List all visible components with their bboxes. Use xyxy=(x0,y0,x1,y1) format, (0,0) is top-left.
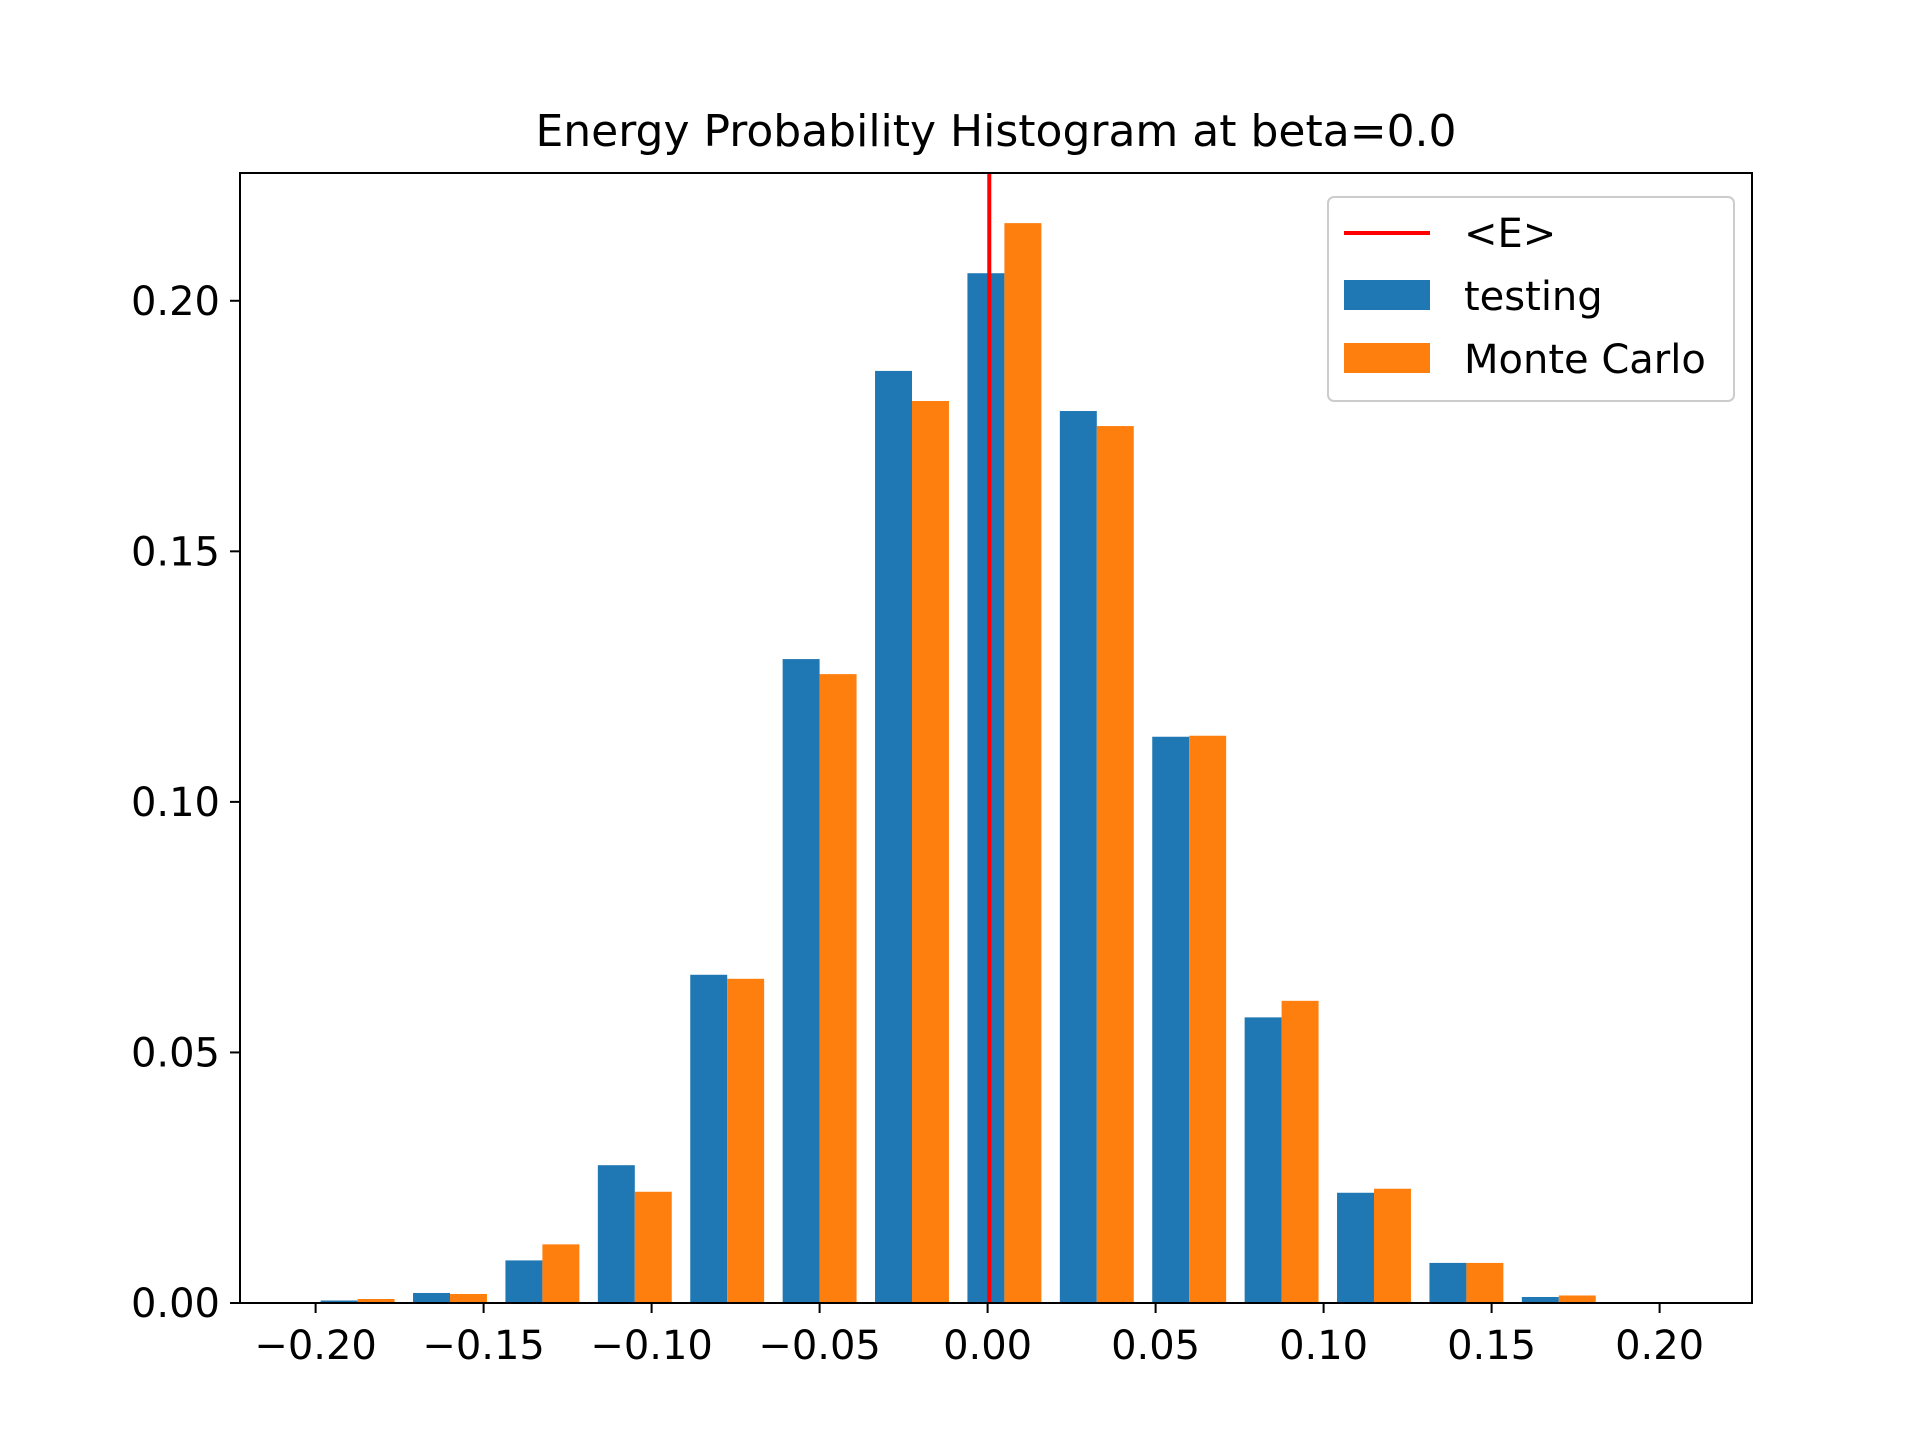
bars-layer xyxy=(320,223,1596,1304)
bar-monte-carlo-13 xyxy=(1558,1295,1596,1303)
bar-testing-1 xyxy=(413,1292,450,1303)
x-tick-label: 0.10 xyxy=(1279,1323,1368,1369)
plot-frame xyxy=(239,172,1753,1304)
x-tick-label: −0.15 xyxy=(422,1323,545,1369)
bar-testing-13 xyxy=(1521,1296,1559,1303)
legend-label-monte-carlo: Monte Carlo xyxy=(1464,337,1706,383)
bar-monte-carlo-8 xyxy=(1096,426,1134,1303)
x-tick-label: −0.05 xyxy=(758,1323,881,1369)
bar-testing-5 xyxy=(782,659,820,1303)
y-tick-label: 0.00 xyxy=(131,1281,220,1327)
bar-testing-7 xyxy=(967,273,1005,1304)
legend: <E> testing Monte Carlo xyxy=(1327,196,1735,402)
x-tick-label: −0.10 xyxy=(590,1323,713,1369)
bar-monte-carlo-5 xyxy=(819,674,857,1303)
bar-monte-carlo-0 xyxy=(357,1298,395,1303)
chart-title: Energy Probability Histogram at beta=0.0 xyxy=(535,106,1456,157)
x-axis: −0.20 −0.15 −0.10 −0.05 0.00 0.05 0.10 0.15 0.20 xyxy=(254,1303,1704,1369)
bar-monte-carlo-2 xyxy=(542,1244,580,1303)
legend-swatch-monte-carlo xyxy=(1344,343,1430,373)
x-tick-label: 0.00 xyxy=(943,1323,1032,1369)
bar-monte-carlo-6 xyxy=(912,401,949,1304)
bar-testing-4 xyxy=(690,974,728,1303)
bar-monte-carlo-11 xyxy=(1374,1188,1411,1303)
bar-monte-carlo-1 xyxy=(450,1293,487,1303)
legend-label-testing: testing xyxy=(1464,274,1603,320)
bar-monte-carlo-12 xyxy=(1466,1262,1504,1303)
bar-testing-9 xyxy=(1152,736,1190,1303)
legend-label-mean: <E> xyxy=(1464,211,1556,257)
bar-testing-11 xyxy=(1337,1192,1374,1303)
y-tick-label: 0.10 xyxy=(131,780,220,826)
y-tick-label: 0.15 xyxy=(131,529,220,575)
y-axis: 0.00 0.05 0.10 0.15 0.20 xyxy=(131,279,240,1327)
bar-monte-carlo-9 xyxy=(1189,735,1227,1303)
legend-swatch-testing xyxy=(1344,280,1430,310)
x-tick-label: 0.20 xyxy=(1615,1323,1704,1369)
bar-monte-carlo-10 xyxy=(1281,1000,1319,1303)
x-tick-label: −0.20 xyxy=(254,1323,377,1369)
bar-testing-2 xyxy=(505,1260,543,1303)
bar-testing-6 xyxy=(875,370,912,1303)
y-tick-label: 0.20 xyxy=(131,279,220,325)
bar-monte-carlo-3 xyxy=(634,1191,672,1303)
x-tick-label: 0.05 xyxy=(1111,1323,1200,1369)
x-tick-label: 0.15 xyxy=(1447,1323,1536,1369)
bar-testing-12 xyxy=(1429,1262,1467,1303)
y-tick-label: 0.05 xyxy=(131,1030,220,1076)
bar-testing-8 xyxy=(1059,411,1097,1303)
bar-testing-10 xyxy=(1244,1017,1282,1303)
bar-monte-carlo-4 xyxy=(727,978,765,1303)
bar-monte-carlo-7 xyxy=(1004,223,1042,1304)
bar-testing-3 xyxy=(597,1165,635,1303)
bar-testing-0 xyxy=(320,1300,358,1303)
